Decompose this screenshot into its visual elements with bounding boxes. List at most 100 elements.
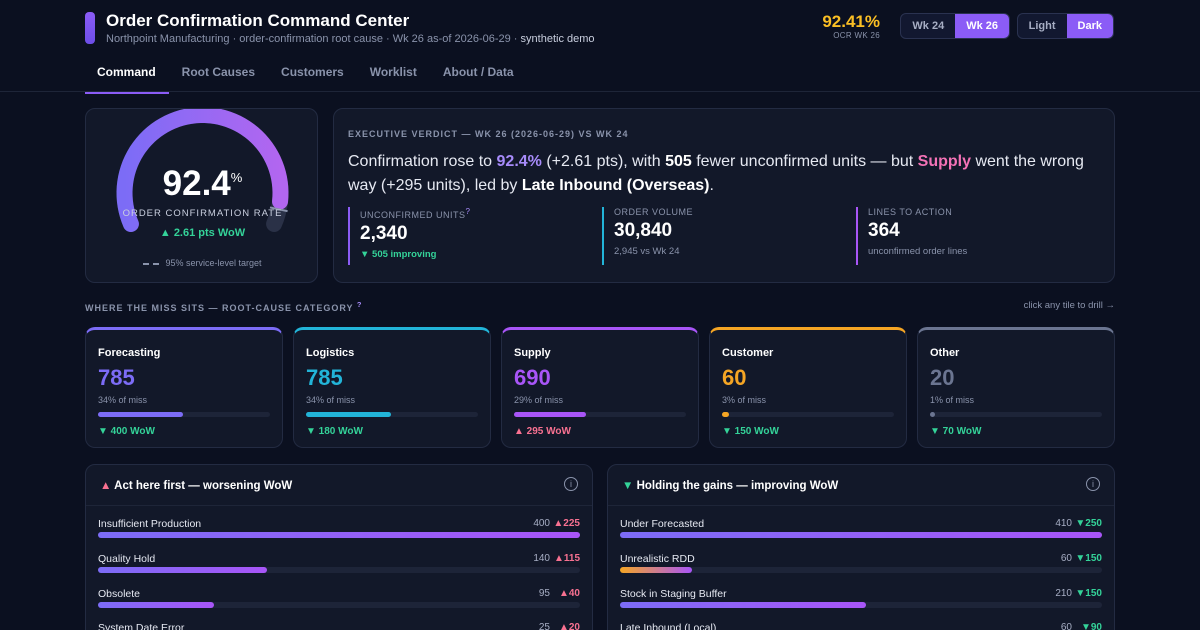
kpi-label: LINES TO ACTION xyxy=(868,207,967,217)
category-delta: ▼ 400 WoW xyxy=(98,426,155,437)
panel-title: ▼ Holding the gains — improving WoW xyxy=(622,480,838,492)
category-value: 20 xyxy=(930,365,954,391)
executive-verdict-card: EXECUTIVE VERDICT — WK 26 (2026-06-29) V… xyxy=(333,108,1115,283)
verdict-fewer: 505 xyxy=(665,153,692,170)
row-label: Under Forecasted xyxy=(620,518,704,530)
verdict-part: (+2.61 pts), with xyxy=(542,153,665,170)
info-icon[interactable]: i xyxy=(1086,477,1100,491)
row-label: Unrealistic RDD xyxy=(620,553,695,565)
kpi-sub: ▼ 505 improving xyxy=(360,249,470,260)
list-item[interactable]: Quality Hold 140 ▲115 xyxy=(98,553,580,583)
kpi-label: ORDER VOLUME xyxy=(614,207,693,217)
category-bar-track xyxy=(930,412,1102,417)
kpi-label: UNCONFIRMED UNITS? xyxy=(360,207,470,220)
row-bar-fill xyxy=(620,532,1102,538)
section-title-text: WHERE THE MISS SITS — ROOT-CAUSE CATEGOR… xyxy=(85,303,353,313)
panel-title: ▲ Act here first — worsening WoW xyxy=(100,480,292,492)
tab-worklist[interactable]: Worklist xyxy=(357,57,430,94)
row-delta: ▲20 xyxy=(559,622,580,630)
row-value: 95 xyxy=(539,588,550,599)
row-value: 60 xyxy=(1061,622,1072,630)
category-value: 785 xyxy=(98,365,135,391)
week-option-26[interactable]: Wk 26 xyxy=(955,14,1009,38)
panel-divider xyxy=(608,505,1114,506)
row-bar-fill xyxy=(98,602,214,608)
verdict-part: . xyxy=(709,177,713,194)
list-item[interactable]: Obsolete 95 ▲40 xyxy=(98,588,580,618)
demo-tag: synthetic demo xyxy=(521,33,595,45)
help-icon[interactable]: ? xyxy=(466,207,471,216)
theme-option-dark[interactable]: Dark xyxy=(1067,14,1113,38)
panel-divider xyxy=(86,505,592,506)
row-label: Obsolete xyxy=(98,588,140,600)
theme-toggle: Light Dark xyxy=(1017,13,1114,39)
kpi-value: 30,840 xyxy=(614,220,693,242)
row-bar-fill xyxy=(98,567,267,573)
row-delta: ▲40 xyxy=(559,588,580,599)
kpi-lines-to-action: LINES TO ACTION 364 unconfirmed order li… xyxy=(856,207,967,265)
verdict-text: Confirmation rose to 92.4% (+2.61 pts), … xyxy=(348,150,1108,198)
app-subtitle: Northpoint Manufacturing · order-confirm… xyxy=(106,33,595,45)
category-share: 34% of miss xyxy=(98,395,147,405)
row-value: 410 xyxy=(1055,518,1072,529)
row-bar-track xyxy=(620,567,1102,573)
gauge-target-legend: 95% service-level target xyxy=(86,258,319,268)
ocr-value: 92.41% xyxy=(822,12,880,32)
improving-panel: ▼ Holding the gains — improving WoW i Un… xyxy=(607,464,1115,630)
tab-customers[interactable]: Customers xyxy=(268,57,357,94)
verdict-driver: Late Inbound (Overseas) xyxy=(522,177,710,194)
theme-option-light[interactable]: Light xyxy=(1018,14,1067,38)
app-title: Order Confirmation Command Center xyxy=(106,11,409,31)
tab-about-data[interactable]: About / Data xyxy=(430,57,527,94)
help-icon[interactable]: ? xyxy=(357,300,363,309)
dashed-line-icon xyxy=(143,263,159,265)
category-delta: ▼ 70 WoW xyxy=(930,426,981,437)
list-item[interactable]: Late Inbound (Local) 60 ▼90 xyxy=(620,622,1102,630)
category-tile-logistics[interactable]: Logistics 785 34% of miss ▼ 180 WoW xyxy=(293,327,491,448)
list-item[interactable]: Insufficient Production 400 ▲225 xyxy=(98,518,580,548)
category-bar-fill xyxy=(514,412,586,417)
top-header: Order Confirmation Command Center Northp… xyxy=(0,0,1200,92)
row-bar-fill xyxy=(98,532,580,538)
row-label: System Date Error xyxy=(98,622,184,630)
target-label: 95% service-level target xyxy=(165,258,261,268)
drill-hint: click any tile to drill → xyxy=(1024,300,1115,311)
category-bar-track xyxy=(98,412,270,417)
list-item[interactable]: Under Forecasted 410 ▼250 xyxy=(620,518,1102,548)
category-value: 60 xyxy=(722,365,746,391)
category-name: Logistics xyxy=(306,347,354,359)
row-value: 400 xyxy=(533,518,550,529)
gauge-unit: % xyxy=(231,170,243,185)
gauge-delta: ▲ 2.61 pts WoW xyxy=(86,227,319,239)
row-delta: ▲225 xyxy=(553,518,580,529)
row-label: Insufficient Production xyxy=(98,518,201,530)
list-item[interactable]: System Date Error 25 ▲20 xyxy=(98,622,580,630)
category-share: 3% of miss xyxy=(722,395,766,405)
category-share: 1% of miss xyxy=(930,395,974,405)
category-bar-track xyxy=(306,412,478,417)
category-tile-forecasting[interactable]: Forecasting 785 34% of miss ▼ 400 WoW xyxy=(85,327,283,448)
verdict-supply: Supply xyxy=(918,153,971,170)
tab-root-causes[interactable]: Root Causes xyxy=(169,57,268,94)
list-item[interactable]: Unrealistic RDD 60 ▼150 xyxy=(620,553,1102,583)
verdict-part: Confirmation rose to xyxy=(348,153,497,170)
category-tile-other[interactable]: Other 20 1% of miss ▼ 70 WoW xyxy=(917,327,1115,448)
info-icon[interactable]: i xyxy=(564,477,578,491)
category-name: Other xyxy=(930,347,959,359)
category-tile-supply[interactable]: Supply 690 29% of miss ▲ 295 WoW xyxy=(501,327,699,448)
row-value: 60 xyxy=(1061,553,1072,564)
row-bar-track xyxy=(98,567,580,573)
ocr-gauge-card: 92.4% ORDER CONFIRMATION RATE ▲ 2.61 pts… xyxy=(85,108,318,283)
week-toggle: Wk 24 Wk 26 xyxy=(900,13,1010,39)
category-tile-customer[interactable]: Customer 60 3% of miss ▼ 150 WoW xyxy=(709,327,907,448)
category-delta: ▲ 295 WoW xyxy=(514,426,571,437)
kpi-label-text: UNCONFIRMED UNITS xyxy=(360,210,466,220)
week-option-24[interactable]: Wk 24 xyxy=(901,14,955,38)
row-delta: ▼250 xyxy=(1075,518,1102,529)
row-delta: ▼150 xyxy=(1075,553,1102,564)
list-item[interactable]: Stock in Staging Buffer 210 ▼150 xyxy=(620,588,1102,618)
row-label: Quality Hold xyxy=(98,553,155,565)
kpi-value: 364 xyxy=(868,220,967,242)
tab-command[interactable]: Command xyxy=(85,57,169,94)
row-value: 25 xyxy=(539,622,550,630)
